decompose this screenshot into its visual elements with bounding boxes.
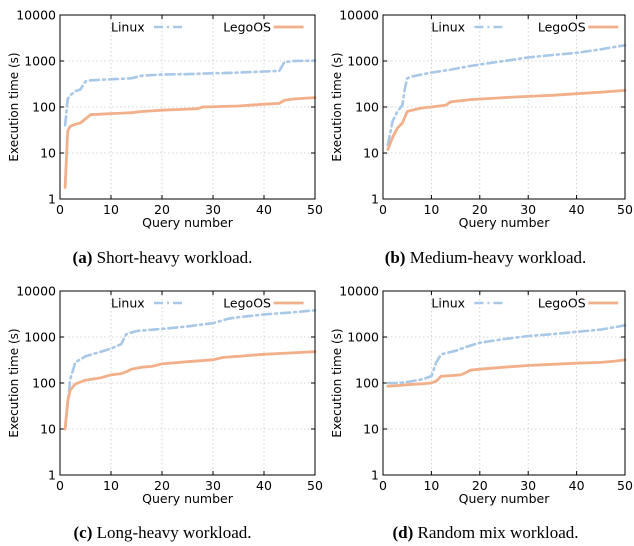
caption-d-text: Random mix workload. (417, 523, 579, 542)
y-axis-label: Execution time (s) (7, 52, 21, 161)
chart-c: 1 10 100 1000 10000 0 10 20 30 40 50 Query number Ex… (7, 284, 323, 507)
x-tick-label: 20 (154, 478, 170, 493)
x-axis-label: Query number (459, 491, 551, 506)
legend: Linux LegoOS (431, 20, 619, 35)
y-tick-label: 1000 (347, 54, 379, 69)
x-tick-label: 10 (103, 202, 119, 217)
x-axis-label: Query number (459, 215, 551, 230)
y-tick-label: 10 (40, 146, 56, 161)
caption-b: (b) Medium-heavy workload. (337, 248, 634, 268)
y-tick-label: 10000 (16, 284, 56, 299)
x-tick-label: 20 (154, 202, 170, 217)
x-tick-label: 0 (379, 202, 387, 217)
caption-c-text: Long-heavy workload. (96, 523, 252, 542)
x-tick-label: 30 (205, 202, 221, 217)
caption-d-label: (d) (392, 523, 414, 542)
x-axis-label: Query number (142, 491, 234, 506)
x-tick-label: 10 (423, 202, 439, 217)
plot-frame (59, 14, 316, 200)
y-axis-label: Execution time (s) (7, 328, 21, 437)
series-line-legoos (386, 358, 627, 388)
caption-b-label: (b) (384, 248, 406, 267)
caption-a-text: Short-heavy workload. (96, 248, 253, 267)
x-tick-label: 30 (520, 478, 536, 493)
caption-c-label: (c) (73, 523, 93, 542)
x-tick-label: 30 (520, 202, 536, 217)
legend: Linux LegoOS (111, 296, 304, 311)
x-tick-label: 40 (569, 478, 585, 493)
y-tick-label: 1 (48, 468, 56, 483)
y-tick-label: 1 (371, 192, 379, 207)
y-tick-label: 100 (32, 376, 56, 391)
series-line-linux (63, 308, 317, 431)
series-line-linux (63, 59, 317, 127)
x-tick-label: 50 (617, 478, 633, 493)
legend-label-legoos: LegoOS (538, 296, 586, 311)
y-tick-label: 10000 (339, 8, 379, 23)
chart-d: 1 10 100 1000 10000 0 10 20 30 40 50 Query number Ex… (330, 284, 633, 507)
y-tick-label: 100 (355, 376, 379, 391)
legend: Linux LegoOS (431, 296, 619, 311)
caption-a: (a) Short-heavy workload. (15, 248, 310, 268)
legend-label-linux: Linux (111, 296, 145, 311)
legend-label-legoos: LegoOS (223, 20, 271, 35)
x-tick-label: 20 (472, 202, 488, 217)
x-tick-label: 30 (205, 478, 221, 493)
legend: Linux LegoOS (111, 20, 304, 35)
x-tick-label: 40 (256, 202, 272, 217)
x-axis-label: Query number (142, 215, 234, 230)
chart-b: 1 10 100 1000 10000 0 10 20 30 40 50 Query number Ex… (330, 8, 633, 231)
y-tick-label: 100 (355, 100, 379, 115)
y-tick-label: 1 (48, 192, 56, 207)
caption-c: (c) Long-heavy workload. (15, 523, 310, 543)
series-line-legoos (386, 89, 627, 151)
y-tick-label: 10 (363, 146, 379, 161)
caption-b-text: Medium-heavy workload. (409, 248, 587, 267)
y-tick-label: 10 (40, 422, 56, 437)
caption-a-label: (a) (72, 248, 93, 267)
legend-label-linux: Linux (111, 20, 145, 35)
y-tick-label: 1 (371, 468, 379, 483)
x-tick-label: 50 (307, 202, 323, 217)
x-tick-label: 50 (307, 478, 323, 493)
series-line-linux (386, 43, 627, 147)
plot-frame (382, 14, 626, 200)
y-tick-label: 1000 (24, 54, 56, 69)
x-tick-label: 40 (256, 478, 272, 493)
x-tick-label: 0 (56, 478, 64, 493)
plot-frame (59, 290, 316, 476)
x-tick-label: 50 (617, 202, 633, 217)
x-tick-label: 40 (569, 202, 585, 217)
series-line-legoos (63, 96, 317, 189)
y-tick-label: 1000 (347, 330, 379, 345)
legend-label-legoos: LegoOS (223, 296, 271, 311)
x-tick-label: 0 (56, 202, 64, 217)
y-tick-label: 10000 (339, 284, 379, 299)
legend-label-linux: Linux (431, 20, 465, 35)
legend-label-linux: Linux (431, 296, 465, 311)
series-line-legoos (63, 350, 317, 431)
series-line-linux (386, 323, 627, 385)
plot-frame (382, 290, 626, 476)
chart-a: 1 10 100 1000 10000 0 10 20 30 40 50 Query number Ex… (7, 8, 323, 231)
caption-d: (d) Random mix workload. (337, 523, 634, 543)
y-tick-label: 10000 (16, 8, 56, 23)
legend-label-legoos: LegoOS (538, 20, 586, 35)
y-axis-label: Execution time (s) (330, 328, 344, 437)
x-tick-label: 10 (103, 478, 119, 493)
x-tick-label: 0 (379, 478, 387, 493)
y-tick-label: 100 (32, 100, 56, 115)
x-tick-label: 10 (423, 478, 439, 493)
y-axis-label: Execution time (s) (330, 52, 344, 161)
x-tick-label: 20 (472, 478, 488, 493)
y-tick-label: 10 (363, 422, 379, 437)
y-tick-label: 1000 (24, 330, 56, 345)
